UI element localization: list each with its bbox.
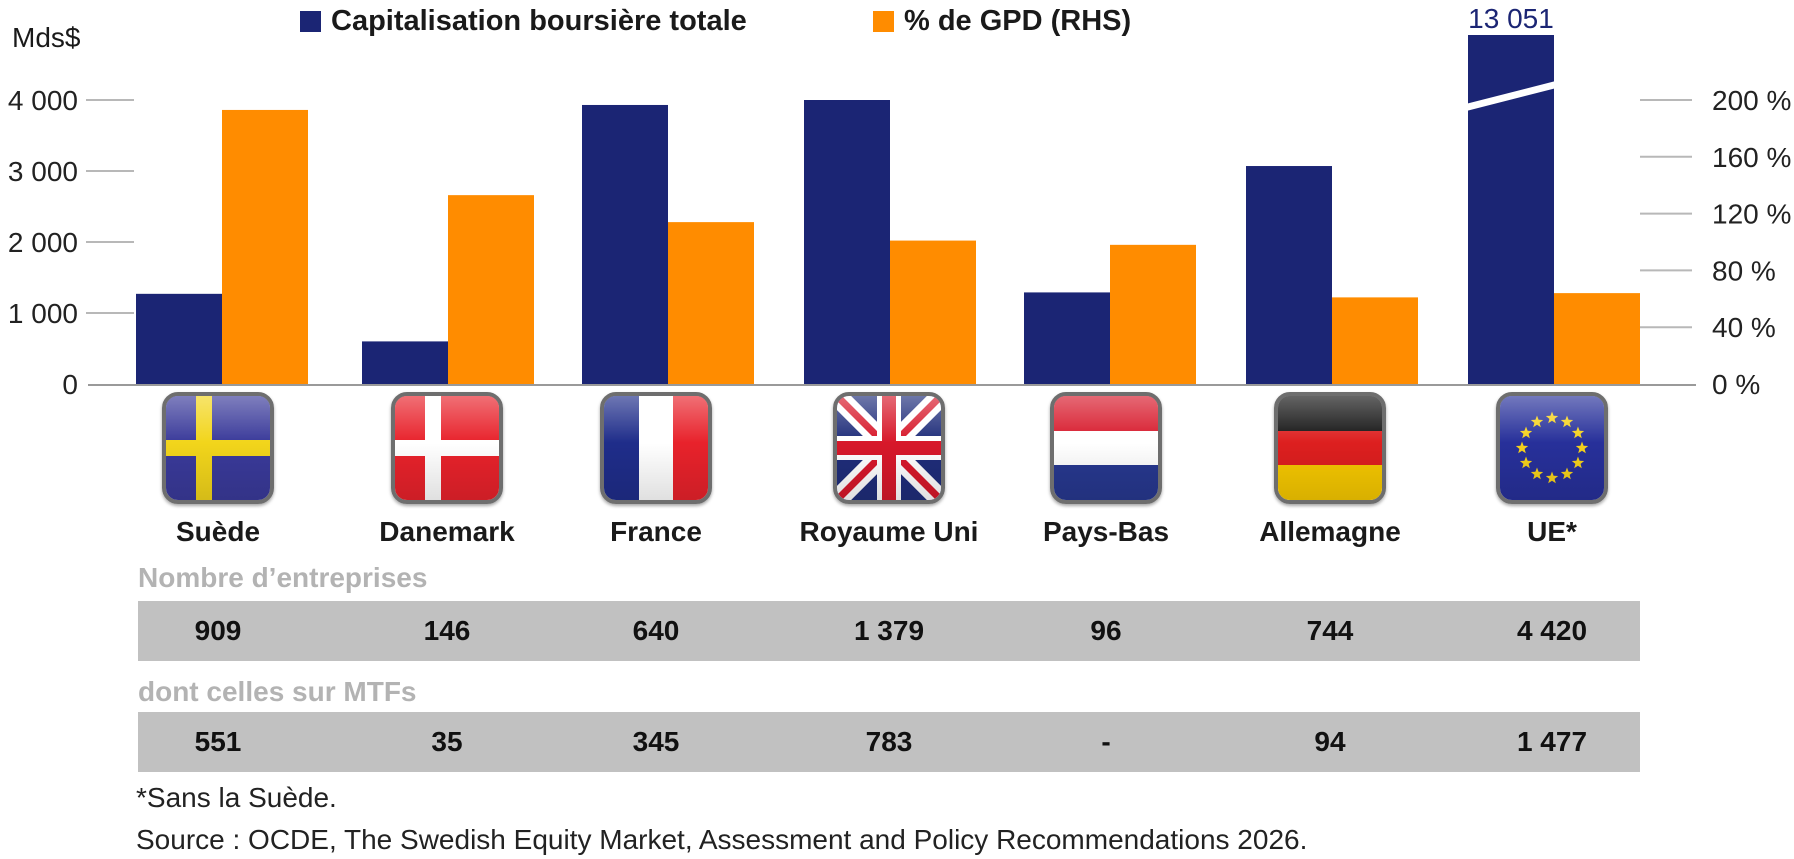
chart-plot-area: 0 1 000 2 000 3 000 4 000 0 % 40 % 80 % 120 % 160… (8, 3, 1791, 400)
germany-flag-icon (1274, 392, 1386, 504)
country-label: Allemagne (1259, 516, 1401, 547)
country-label: Royaume Uni (799, 516, 979, 547)
eu-star-icon (1530, 415, 1544, 428)
table-cell: 345 (632, 726, 680, 757)
legend-swatch-gdp (873, 10, 894, 32)
mtf-section-title: dont celles sur MTFs (138, 676, 417, 707)
eu-star-icon (1519, 426, 1533, 439)
bar-capitalisation (1246, 166, 1332, 384)
table-cell: 35 (431, 726, 463, 757)
eu-star-icon (1519, 456, 1533, 469)
table-cell: 94 (1314, 726, 1346, 757)
france-flag-icon (600, 392, 712, 504)
eu-star-icon (1530, 467, 1544, 480)
bar-gdp-share (668, 222, 754, 384)
right-tick-label: 0 % (1712, 369, 1760, 400)
country-row: Suède Danemark France Royaume Uni Pays-B… (0, 392, 1794, 552)
eu-star-icon (1545, 411, 1559, 424)
right-tick-label: 120 % (1712, 199, 1791, 230)
table-cell: 96 (1090, 615, 1122, 646)
bar-gdp-share (222, 109, 308, 384)
right-tick-label: 80 % (1712, 255, 1776, 286)
bar-capitalisation (1024, 292, 1110, 384)
left-tick-label: 1 000 (8, 298, 78, 329)
country-eu: UE* (1442, 392, 1662, 548)
country-label: France (610, 516, 702, 547)
bar-gdp-share (1554, 293, 1640, 384)
table-cell: 4 420 (1516, 615, 1588, 646)
bar-capitalisation (136, 293, 222, 384)
country-netherlands: Pays-Bas (996, 392, 1216, 548)
bar-value-label: 13 051 (1468, 3, 1554, 34)
table-cell: - (1101, 726, 1111, 757)
bar-gdp-share (448, 195, 534, 384)
eu-star-icon (1575, 441, 1589, 454)
eu-star-icon (1571, 426, 1585, 439)
footnote-source: Source : OCDE, The Swedish Equity Market… (136, 824, 1308, 855)
country-germany: Allemagne (1220, 392, 1440, 548)
country-label: Danemark (379, 516, 515, 547)
country-label: UE* (1527, 516, 1577, 547)
bar-capitalisation (362, 341, 448, 384)
uk-flag-icon (833, 392, 945, 504)
axis-break-mark (1463, 80, 1559, 112)
left-axis-unit-label: Mds$ (12, 22, 81, 53)
table-cell: 551 (194, 726, 242, 757)
country-sweden: Suède (108, 392, 328, 548)
table-cell: 744 (1306, 615, 1354, 646)
table-cell: 146 (423, 615, 471, 646)
left-tick-label: 2 000 (8, 227, 78, 258)
table-cell: 1 379 (853, 615, 925, 646)
country-france: France (546, 392, 766, 548)
companies-row: 909 146 640 1 379 96 744 4 420 (138, 601, 1640, 661)
mtf-row: 551 35 345 783 - 94 1 477 (138, 712, 1640, 772)
legend-item-capitalisation: Capitalisation boursière totale (300, 4, 747, 38)
eu-star-icon (1571, 456, 1585, 469)
eu-star-icon (1560, 415, 1574, 428)
country-label: Suède (175, 516, 261, 547)
legend-label-capitalisation: Capitalisation boursière totale (331, 4, 747, 37)
table-cell: 640 (632, 615, 680, 646)
sweden-flag-icon (162, 392, 274, 504)
right-tick-label: 200 % (1712, 85, 1791, 116)
left-tick-label: 3 000 (8, 156, 78, 187)
eu-star-icon (1560, 467, 1574, 480)
bar-gdp-share (890, 240, 976, 384)
denmark-flag-icon (391, 392, 503, 504)
country-uk: Royaume Uni (779, 392, 999, 548)
eu-star-icon (1545, 471, 1559, 484)
country-denmark: Danemark (337, 392, 557, 548)
table-cell: 909 (194, 615, 242, 646)
legend-item-gdp: % de GPD (RHS) (873, 4, 1131, 38)
right-tick-label: 160 % (1712, 142, 1791, 173)
table-cell: 783 (865, 726, 913, 757)
bar-gdp-share (1110, 244, 1196, 384)
country-label: Pays-Bas (1042, 516, 1170, 547)
eu-star-icon (1515, 441, 1529, 454)
left-tick-label: 0 (62, 369, 78, 400)
left-tick-label: 4 000 (8, 85, 78, 116)
legend-swatch-capitalisation (300, 10, 321, 32)
netherlands-flag-icon (1050, 392, 1162, 504)
companies-section-title: Nombre d’entreprises (138, 562, 428, 593)
right-tick-label: 40 % (1712, 312, 1776, 343)
footnote-note: *Sans la Suède. (136, 782, 337, 813)
legend-label-gdp: % de GPD (RHS) (904, 4, 1132, 37)
table-cell: 1 477 (1516, 726, 1588, 757)
eu-flag-icon (1496, 392, 1608, 504)
bar-capitalisation (804, 100, 890, 384)
bar-gdp-share (1332, 297, 1418, 384)
bar-capitalisation (582, 104, 668, 384)
